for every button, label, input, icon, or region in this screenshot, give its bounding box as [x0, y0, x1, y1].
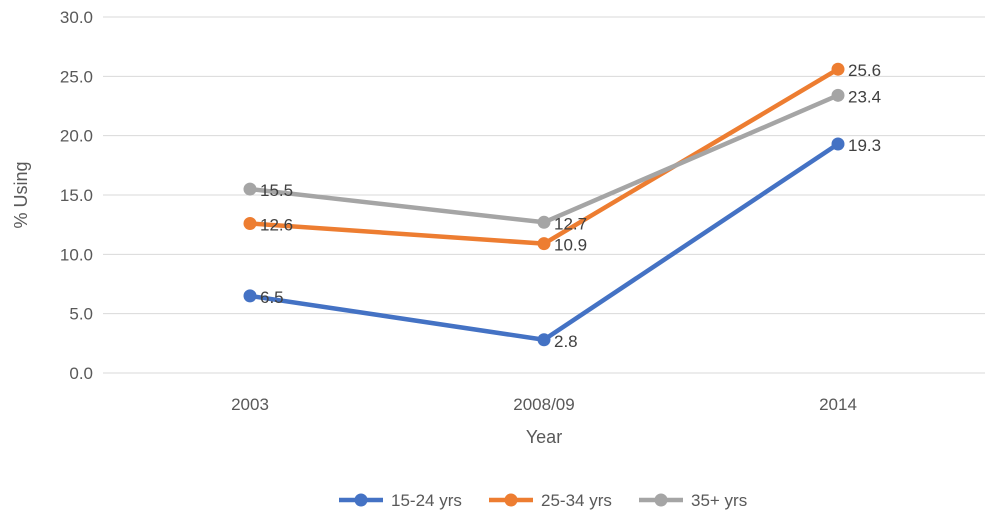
data-label: 23.4 — [848, 87, 881, 106]
legend-swatch-marker — [504, 493, 518, 507]
y-tick-label: 30.0 — [60, 8, 93, 27]
y-tick-label: 15.0 — [60, 186, 93, 205]
legend-swatch-marker — [354, 493, 368, 507]
data-point — [243, 182, 257, 196]
data-point — [831, 88, 845, 102]
data-label: 2.8 — [554, 332, 578, 351]
data-point — [243, 216, 257, 230]
data-label: 12.7 — [554, 214, 587, 233]
legend-item: 35+ yrs — [639, 491, 747, 510]
legend-label: 35+ yrs — [691, 491, 747, 510]
data-point — [831, 137, 845, 151]
y-tick-label: 10.0 — [60, 245, 93, 264]
x-axis-label: Year — [526, 427, 562, 447]
x-tick-label: 2008/09 — [513, 395, 574, 414]
x-axis-ticks: 2003 2008/09 2014 — [231, 395, 857, 414]
series-group: 6.5 2.8 19.3 12.6 10.9 25.6 15.5 12.7 23.4 — [243, 61, 881, 351]
data-point — [537, 237, 551, 251]
data-point — [537, 333, 551, 347]
data-label: 15.5 — [260, 181, 293, 200]
x-tick-label: 2003 — [231, 395, 269, 414]
data-label: 19.3 — [848, 136, 881, 155]
series-2: 12.6 10.9 25.6 — [243, 61, 881, 255]
data-point — [537, 215, 551, 229]
y-axis-label: % Using — [11, 161, 31, 228]
y-tick-label: 0.0 — [69, 364, 93, 383]
data-point — [243, 289, 257, 303]
series-3: 15.5 12.7 23.4 — [243, 87, 881, 233]
y-tick-label: 5.0 — [69, 305, 93, 324]
y-tick-label: 25.0 — [60, 67, 93, 86]
data-label: 10.9 — [554, 236, 587, 255]
y-tick-label: 20.0 — [60, 127, 93, 146]
legend-item: 15-24 yrs — [339, 491, 462, 510]
data-label: 6.5 — [260, 288, 284, 307]
y-axis-ticks: 0.0 5.0 10.0 15.0 20.0 25.0 30.0 — [60, 8, 93, 383]
legend-swatch-marker — [654, 493, 668, 507]
data-label: 25.6 — [848, 61, 881, 80]
legend-label: 25-34 yrs — [541, 491, 612, 510]
legend-label: 15-24 yrs — [391, 491, 462, 510]
legend-item: 25-34 yrs — [489, 491, 612, 510]
data-point — [831, 62, 845, 76]
legend: 15-24 yrs 25-34 yrs 35+ yrs — [339, 491, 747, 510]
series-1: 6.5 2.8 19.3 — [243, 136, 881, 351]
x-tick-label: 2014 — [819, 395, 857, 414]
data-label: 12.6 — [260, 215, 293, 234]
